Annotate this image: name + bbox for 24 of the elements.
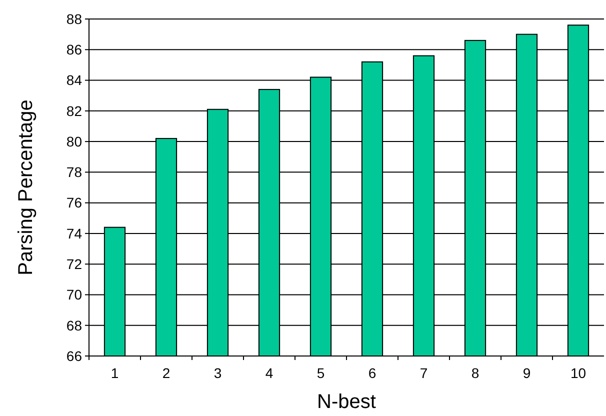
y-tick-label: 72 [66, 256, 82, 272]
x-tick-label: 6 [368, 365, 376, 381]
y-tick-label: 82 [66, 102, 82, 119]
y-tick-label: 84 [66, 72, 82, 88]
x-tick-label: 7 [420, 365, 428, 381]
x-tick-label: 1 [110, 365, 119, 381]
x-tick-label: 9 [522, 365, 531, 381]
x-tick-label: 8 [471, 365, 480, 381]
x-axis-title: N-best [317, 391, 376, 413]
y-tick-label: 88 [66, 10, 82, 27]
x-tick-label: 2 [162, 365, 170, 381]
x-tick-label: 5 [316, 365, 325, 381]
x-tick-label: 4 [265, 365, 274, 381]
x-tick-label: 3 [214, 365, 222, 381]
y-tick-label: 76 [66, 194, 82, 211]
x-tick-label: 10 [570, 365, 586, 381]
y-axis-title: Parsing Percentage [15, 100, 37, 276]
y-tick-label: 68 [66, 317, 82, 334]
y-tick-label: 74 [66, 225, 82, 242]
y-tick-label: 78 [66, 164, 82, 180]
y-tick-label: 80 [66, 133, 82, 150]
y-tick-label: 66 [66, 348, 82, 364]
y-tick-label: 70 [66, 286, 82, 303]
y-tick-label: 86 [66, 42, 82, 58]
